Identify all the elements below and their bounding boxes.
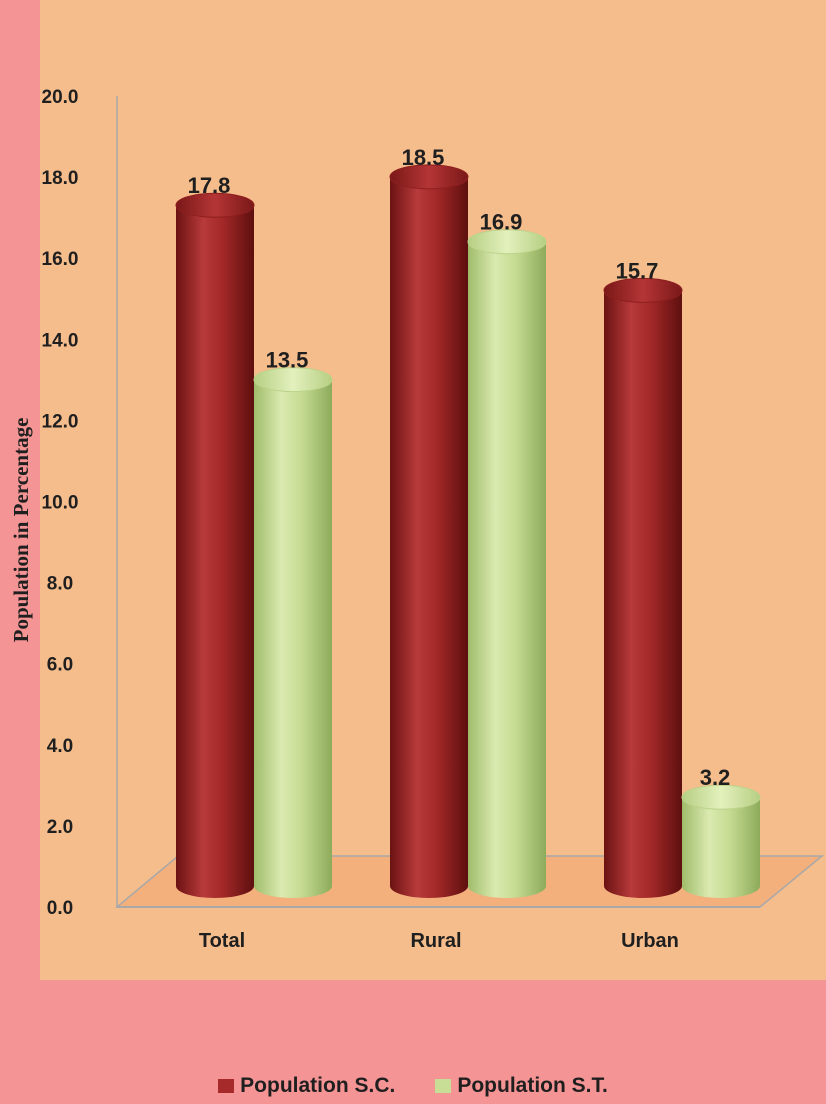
bar-sc-rural: [390, 165, 468, 898]
legend: Population S.C. Population S.T.: [0, 1074, 826, 1098]
bar-sc-urban: [604, 278, 682, 898]
legend-swatch: [218, 1079, 234, 1093]
legend-item-sc: Population S.C.: [218, 1074, 395, 1098]
data-label: 17.8: [188, 173, 231, 198]
bar-st-rural: [468, 230, 546, 898]
y-tick-label: 0.0: [47, 898, 73, 919]
bar-st-urban: [682, 785, 760, 898]
y-tick-label: 14.0: [42, 330, 79, 351]
legend-item-st: Population S.T.: [435, 1074, 608, 1098]
x-category-label: Rural: [410, 930, 461, 952]
legend-label: Population S.T.: [457, 1074, 608, 1098]
bar-body: [682, 797, 760, 898]
legend-label: Population S.C.: [240, 1074, 395, 1098]
data-label: 18.5: [402, 145, 445, 170]
bar-body: [468, 242, 546, 898]
bar-body: [604, 290, 682, 898]
y-tick-label: 12.0: [42, 411, 79, 432]
y-tick-label: 18.0: [42, 168, 79, 189]
y-tick-label: 16.0: [42, 249, 79, 270]
bar-body: [176, 205, 254, 898]
x-category-label: Urban: [621, 930, 679, 952]
data-label: 3.2: [700, 765, 731, 790]
data-label: 13.5: [266, 348, 309, 373]
y-tick-label: 4.0: [47, 736, 73, 757]
x-category-label: Total: [199, 930, 245, 952]
y-tick-label: 8.0: [47, 574, 73, 595]
data-label: 15.7: [616, 258, 659, 283]
y-tick-label: 2.0: [47, 817, 73, 838]
bar-body: [254, 380, 332, 898]
y-axis-title: Population in Percentage: [9, 418, 33, 643]
bar-st-total: [254, 368, 332, 898]
y-tick-label: 6.0: [47, 655, 73, 676]
y-tick-label: 10.0: [42, 493, 79, 514]
y-tick-label: 20.0: [42, 87, 79, 108]
data-label: 16.9: [480, 210, 523, 235]
bar-body: [390, 177, 468, 898]
bar-sc-total: [176, 193, 254, 898]
legend-swatch: [435, 1079, 451, 1093]
